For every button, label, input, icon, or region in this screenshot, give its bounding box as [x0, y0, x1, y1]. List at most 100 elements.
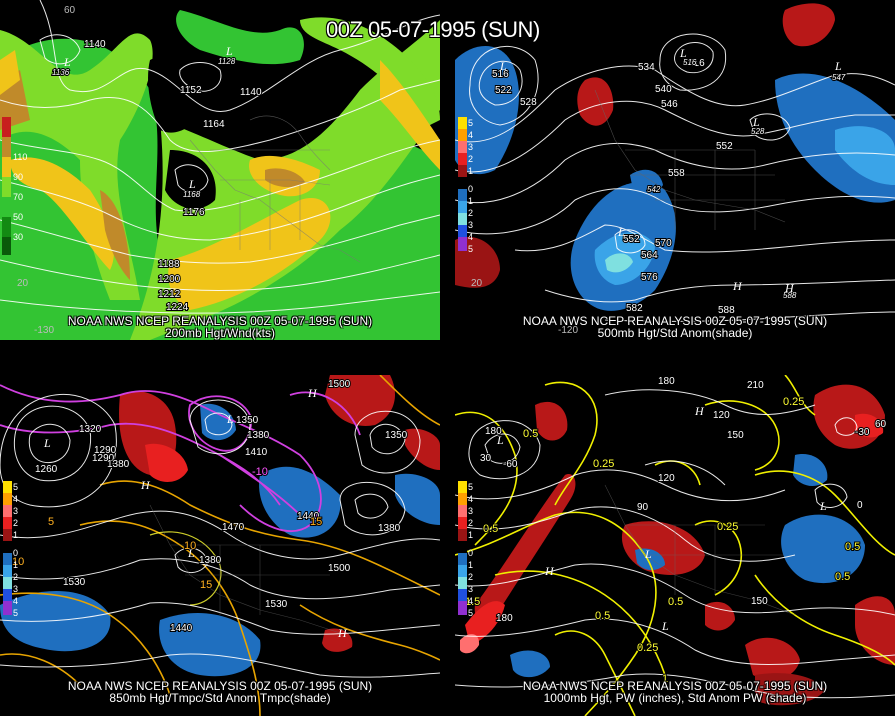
- pw-label: 0.25: [783, 396, 804, 408]
- legend-label: 5: [13, 482, 18, 492]
- high-pressure-marker: H: [337, 626, 348, 640]
- legend-label: 4: [468, 130, 473, 140]
- contour-label: 1260: [35, 464, 58, 475]
- contour-label: -60: [503, 459, 518, 470]
- contour-label: 1140: [84, 39, 106, 50]
- pw-label: 0.5: [523, 428, 538, 440]
- panel-subcaption: 850mb Hgt/Tmpc/Std Anom Tmpc(shade): [109, 691, 331, 705]
- legend-label: 30: [13, 232, 23, 242]
- temperature-label: 10: [184, 540, 196, 552]
- legend-label: 3: [468, 506, 473, 516]
- low-pressure-marker: L: [644, 547, 652, 561]
- longitude-label: -120: [558, 325, 578, 336]
- low-pressure-marker: L: [63, 55, 71, 69]
- panel-subcaption: 200mb Hgt/Wnd(kts): [164, 326, 276, 340]
- contour-label: 516: [492, 69, 509, 80]
- temperature-label: 15: [310, 516, 322, 528]
- contour-label: 0: [857, 500, 863, 511]
- contour-label: 542: [647, 185, 661, 194]
- legend-label: 3: [13, 506, 18, 516]
- temperature-label: 10: [12, 556, 24, 568]
- contour-label: 1152: [180, 85, 202, 96]
- legend-label: 5: [468, 482, 473, 492]
- low-pressure-marker: L: [617, 225, 625, 239]
- contour-label: 150: [751, 596, 768, 607]
- contour-label: 180: [496, 613, 513, 624]
- panel-caption: NOAA NWS NCEP REANALYSIS 00Z 05-07-1995 …: [67, 679, 373, 693]
- contour-label: 1350: [385, 430, 408, 441]
- legend-label: 1: [468, 196, 473, 206]
- contour-label: 1200: [158, 274, 181, 285]
- low-pressure-marker: L: [226, 412, 234, 426]
- high-pressure-marker: H: [140, 478, 151, 492]
- contour-label: 1212: [158, 289, 181, 300]
- legend-label: 4: [13, 596, 18, 606]
- low-pressure-marker: L: [819, 499, 827, 513]
- high-pressure-marker: H: [694, 404, 705, 418]
- contour-label: 1440: [170, 623, 193, 634]
- contour-label: 1380: [247, 430, 270, 441]
- panel-1000mb: 180 210 120 150 120 180 90 150 180 60 30…: [455, 375, 895, 716]
- low-pressure-marker: L: [499, 59, 507, 73]
- contour-label: 547: [832, 73, 846, 82]
- legend-label: 1: [13, 560, 18, 570]
- map-500mb: 516 522 528 534 516 540 546 552 558 542 …: [455, 0, 895, 340]
- low-pressure-marker: L: [752, 115, 760, 129]
- page-title: 00Z 05-07-1995 (SUN): [326, 17, 540, 42]
- legend-label: 2: [468, 518, 473, 528]
- panel-850mb: 1320 1350 1380 1410 1260 1290 1380 1500 …: [0, 375, 440, 716]
- contour-label: 30: [480, 453, 492, 464]
- contour-label: 180: [485, 426, 502, 437]
- contour-label: 120: [713, 410, 730, 421]
- legend-label: 3: [468, 142, 473, 152]
- contour-label: 1530: [265, 599, 288, 610]
- legend-label: 2: [468, 208, 473, 218]
- high-pressure-marker: H: [732, 279, 743, 293]
- contour-label: 1164: [203, 119, 225, 130]
- pw-label: 1.5: [465, 596, 480, 608]
- contour-label: 540: [655, 84, 672, 95]
- legend-label: 50: [13, 212, 23, 222]
- low-pressure-marker: L: [834, 59, 842, 73]
- contour-label: 564: [641, 250, 658, 261]
- pw-label: 0.5: [835, 571, 850, 583]
- pw-label: 0.25: [593, 458, 614, 470]
- pw-label: 0.25: [717, 521, 738, 533]
- panel-caption: NOAA NWS NCEP REANALYSIS 00Z 05-07-1995 …: [67, 314, 373, 328]
- wind-speed-legend: 110 90 70 50 30: [2, 117, 27, 255]
- contour-label: 552: [623, 234, 640, 245]
- contour-label: 558: [668, 168, 685, 179]
- contour-label: 582: [626, 303, 643, 314]
- low-pressure-marker: L: [661, 619, 669, 633]
- longitude-label: -130: [34, 325, 54, 336]
- pw-label: 0.5: [668, 596, 683, 608]
- low-pressure-marker: L: [43, 436, 51, 450]
- contour-label: 1410: [245, 447, 268, 458]
- high-pressure-marker: H: [784, 281, 795, 295]
- legend-label: 4: [468, 232, 473, 242]
- pw-label: 0.25: [637, 642, 658, 654]
- high-pressure-marker: H: [544, 564, 555, 578]
- legend-label: 5: [468, 118, 473, 128]
- legend-label: 5: [13, 608, 18, 618]
- contour-label: 1320: [79, 424, 102, 435]
- contour-label: 1470: [222, 522, 245, 533]
- legend-label: 70: [13, 192, 23, 202]
- legend-label: 110: [13, 152, 27, 162]
- temperature-label: 15: [200, 579, 212, 591]
- contour-label: 210: [747, 380, 764, 391]
- legend-label: 1: [468, 560, 473, 570]
- contour-label: 120: [658, 473, 675, 484]
- legend-label: 4: [13, 494, 18, 504]
- latitude-label: 20: [17, 278, 29, 289]
- contour-label: 1188: [158, 259, 180, 270]
- contour-label: 150: [727, 430, 744, 441]
- legend-label: 2: [468, 572, 473, 582]
- high-pressure-marker: H: [307, 386, 318, 400]
- legend-label: 4: [468, 494, 473, 504]
- contour-label: 1380: [378, 523, 401, 534]
- legend-label: 3: [468, 220, 473, 230]
- contour-label: 1500: [328, 563, 351, 574]
- contour-label: 1176: [183, 207, 205, 218]
- legend-label: 2: [13, 572, 18, 582]
